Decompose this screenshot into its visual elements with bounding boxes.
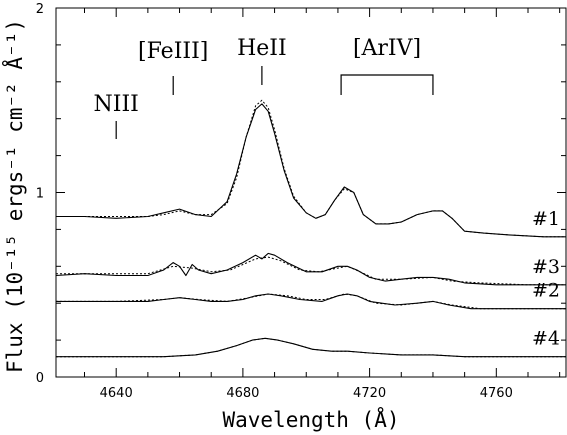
series-2-fit-line [56, 293, 566, 310]
series-3-fit-line [56, 256, 566, 286]
y-axis-title: Flux (10⁻¹⁵ ergs⁻¹ cm⁻² Å⁻¹) [1, 19, 27, 373]
y-tick-label: 0 [36, 371, 44, 386]
line-annotations: NIII [FeIII] HeII [ArIV] [94, 36, 434, 139]
series-layer [55, 99, 566, 358]
niii-label: NIII [94, 92, 139, 117]
feiii-label: [FeIII] [138, 39, 208, 64]
ariv-bracket [340, 74, 434, 95]
heii-label: HeII [237, 36, 287, 61]
series-4-observed-line [56, 337, 566, 358]
series-1-label: #1 [532, 208, 560, 230]
x-tick-label: 4760 [480, 386, 513, 401]
series-1-observed-line [56, 103, 566, 238]
series-3-label: #3 [532, 256, 560, 278]
series-2-label: #2 [532, 280, 560, 302]
x-axis: 4640 4680 4720 4760 [84, 8, 561, 401]
series-3-observed-line [55, 252, 566, 286]
x-tick-label: 4680 [226, 386, 259, 401]
plot-border [55, 7, 567, 378]
series-1-fit-line [56, 99, 566, 238]
series-labels: #1 #3#2 #4 [532, 208, 560, 350]
ariv-label: [ArIV] [353, 36, 421, 61]
series-4-label: #4 [532, 328, 560, 350]
plot-frame [55, 7, 567, 378]
x-axis-title: Wavelength (Å) [222, 406, 399, 432]
y-tick-label: 1 [36, 187, 44, 202]
series-2-observed-line [56, 293, 566, 310]
x-tick-label: 4640 [100, 386, 133, 401]
y-axis: 0 1 2 [36, 2, 566, 386]
x-tick-label: 4720 [353, 386, 386, 401]
series-4-fit-line [56, 337, 566, 358]
y-tick-label: 2 [36, 2, 44, 17]
